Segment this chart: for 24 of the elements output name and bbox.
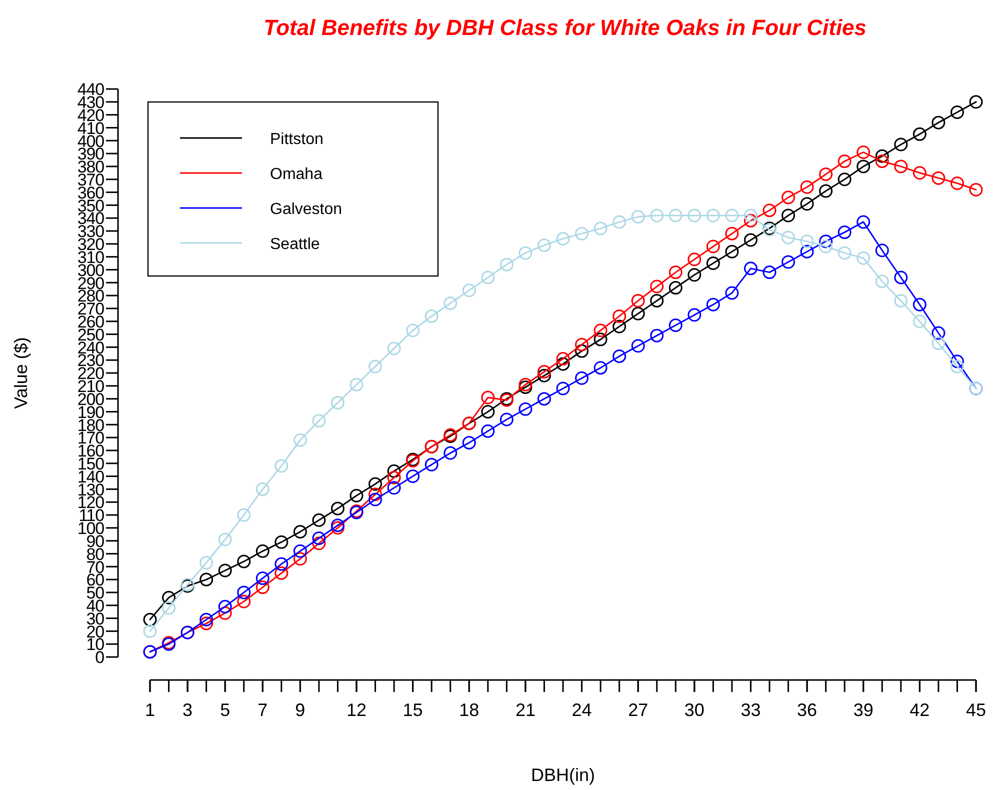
x-axis-title: DBH(in) — [530, 765, 596, 785]
x-tick-label: 39 — [853, 700, 874, 720]
x-tick-label: 1 — [144, 700, 156, 720]
x-tick-label: 45 — [966, 700, 986, 720]
x-tick-label: 12 — [346, 700, 367, 720]
legend-label: Omaha — [270, 166, 323, 183]
x-tick-label: 9 — [295, 700, 306, 720]
legend-label: Galveston — [270, 200, 342, 218]
x-tick-label: 7 — [258, 700, 268, 720]
chart-title: Total Benefits by DBH Class for White Oaks in Four Cities — [263, 15, 867, 40]
x-tick-label: 27 — [628, 700, 648, 720]
x-tick-label: 15 — [402, 700, 423, 720]
x-tick-label: 21 — [515, 700, 536, 720]
x-tick-label: 24 — [572, 700, 592, 720]
x-tick-label: 5 — [220, 700, 230, 720]
legend-label: Pittston — [270, 130, 324, 148]
y-axis-title: Value ($) — [11, 337, 31, 409]
x-tick-label: 3 — [182, 700, 193, 720]
x-tick-label: 18 — [459, 700, 480, 720]
x-tick-label: 42 — [910, 700, 930, 720]
x-tick-label: 36 — [797, 700, 818, 720]
legend-label: Seattle — [270, 236, 320, 253]
x-tick-label: 30 — [684, 700, 704, 720]
x-tick-label: 33 — [740, 700, 761, 720]
